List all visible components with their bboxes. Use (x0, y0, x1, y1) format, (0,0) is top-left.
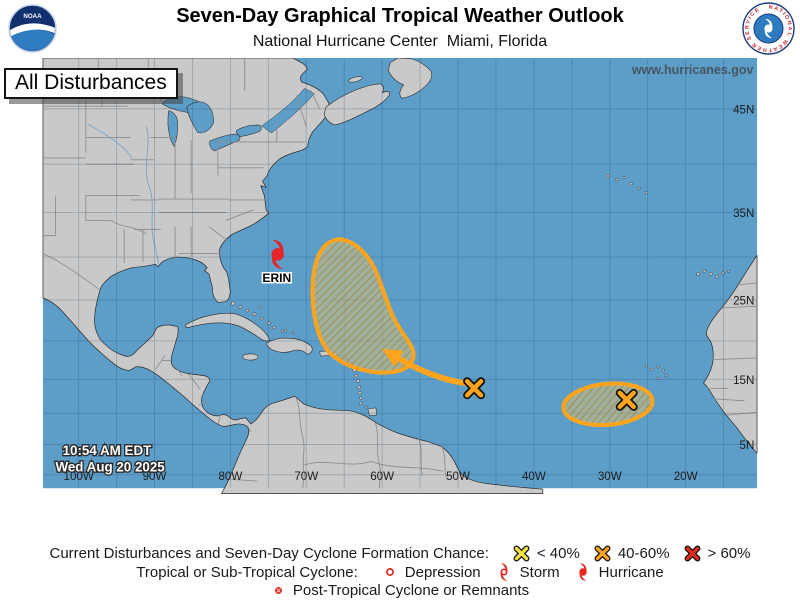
rivers (87, 123, 160, 266)
legend-item-label: 40-60% (617, 544, 670, 562)
disturbance-1-x-marker[interactable] (467, 381, 481, 395)
legend-item-label: Depression (404, 563, 481, 581)
storm-icon (495, 563, 513, 581)
latitude-labels: 45N 35N 25N 15N 5N (733, 103, 754, 452)
lat-label: 5N (740, 439, 755, 452)
legend-row-formation-chance: Current Disturbances and Seven-Day Cyclo… (50, 544, 751, 563)
lon-label: 80W (218, 470, 242, 483)
legend-item-depression: Depression (382, 564, 481, 581)
st-lawrence-river (261, 88, 315, 134)
legend-item-hurricane: Hurricane (574, 563, 664, 581)
trinidad (367, 407, 378, 417)
lon-label: 100W (64, 470, 94, 483)
graticule (42, 58, 758, 489)
lat-label: 35N (733, 207, 754, 220)
lat-label: 45N (733, 103, 754, 116)
legend-item-label: Storm (519, 563, 560, 581)
legend-line2-label: Tropical or Sub-Tropical Cyclone: (136, 563, 358, 581)
lon-label: 70W (294, 470, 318, 483)
nova-scotia (323, 83, 391, 126)
legend-item-post-tropical: Post-Tropical Cyclone or Remnants (271, 582, 529, 599)
legend-item-label: < 40% (536, 544, 580, 562)
legend-item-low-chance: < 40% (513, 545, 580, 562)
yellow-x-icon (513, 545, 530, 562)
nws-logo-icon: NATIONAL WEATHER SERVICE (742, 2, 795, 55)
header: Seven-Day Graphical Tropical Weather Out… (0, 0, 800, 58)
noaa-logo-icon: NOAA (8, 4, 57, 53)
issued-time: 10:54 AM EDT (63, 443, 153, 458)
disturbance-area-1[interactable] (310, 237, 416, 375)
jamaica (242, 353, 259, 361)
small-islands (231, 174, 730, 409)
hurricane-icon (574, 563, 592, 581)
landmass-africa (703, 254, 758, 454)
legend-row-cyclone-types: Tropical or Sub-Tropical Cyclone: Depres… (136, 563, 664, 582)
legend-item-label: Post-Tropical Cyclone or Remnants (292, 582, 530, 600)
mode-selector-all-disturbances[interactable]: All Disturbances (4, 68, 178, 99)
page-subtitle: National Hurricane Center Miami, Florida (252, 33, 548, 50)
lon-label: 90W (143, 470, 167, 483)
longitude-labels: 100W 90W 80W 70W 60W 50W 40W 30W 20W (64, 470, 698, 483)
hispaniola (266, 337, 313, 355)
legend-item-high-chance: > 60% (684, 544, 751, 562)
legend-item-label: > 60% (707, 544, 751, 562)
page-title: Seven-Day Graphical Tropical Weather Out… (176, 5, 624, 27)
legend: Current Disturbances and Seven-Day Cyclo… (0, 540, 800, 600)
website-link[interactable]: www.hurricanes.gov (631, 63, 754, 77)
legend-item-medium-chance: 40-60% (594, 545, 670, 562)
legend-line1-label: Current Disturbances and Seven-Day Cyclo… (49, 544, 489, 562)
disturbance-2-x-marker[interactable] (620, 393, 634, 407)
red-x-icon (684, 545, 701, 562)
issued-date: Wed Aug 20 2025 (55, 459, 165, 474)
legend-item-label: Hurricane (598, 563, 664, 581)
newfoundland (388, 58, 433, 99)
legend-item-storm: Storm (495, 563, 560, 581)
lon-label: 40W (522, 470, 546, 483)
lat-label: 25N (733, 294, 754, 307)
lat-label: 15N (733, 374, 754, 387)
prince-edward-island (348, 76, 363, 83)
post-tropical-icon (271, 583, 286, 598)
outlook-map[interactable]: ERIN 100W 90W 80W 70W 60W 50W 40W 30W 20… (0, 58, 800, 540)
lon-label: 50W (446, 470, 470, 483)
depression-icon (382, 564, 398, 580)
cuba (185, 312, 271, 342)
atlantic-basin-map[interactable]: ERIN 100W 90W 80W 70W 60W 50W 40W 30W 20… (0, 58, 800, 540)
noaa-logo-text: NOAA (23, 13, 42, 20)
lon-label: 60W (370, 470, 394, 483)
hurricane-erin-label: ERIN (262, 271, 291, 285)
legend-row-post-tropical: Post-Tropical Cyclone or Remnants (271, 581, 529, 600)
lon-label: 30W (598, 470, 622, 483)
issuance-timestamp: 10:54 AM EDT Wed Aug 20 2025 (54, 442, 167, 476)
orange-x-icon (594, 545, 611, 562)
lon-label: 20W (674, 470, 698, 483)
